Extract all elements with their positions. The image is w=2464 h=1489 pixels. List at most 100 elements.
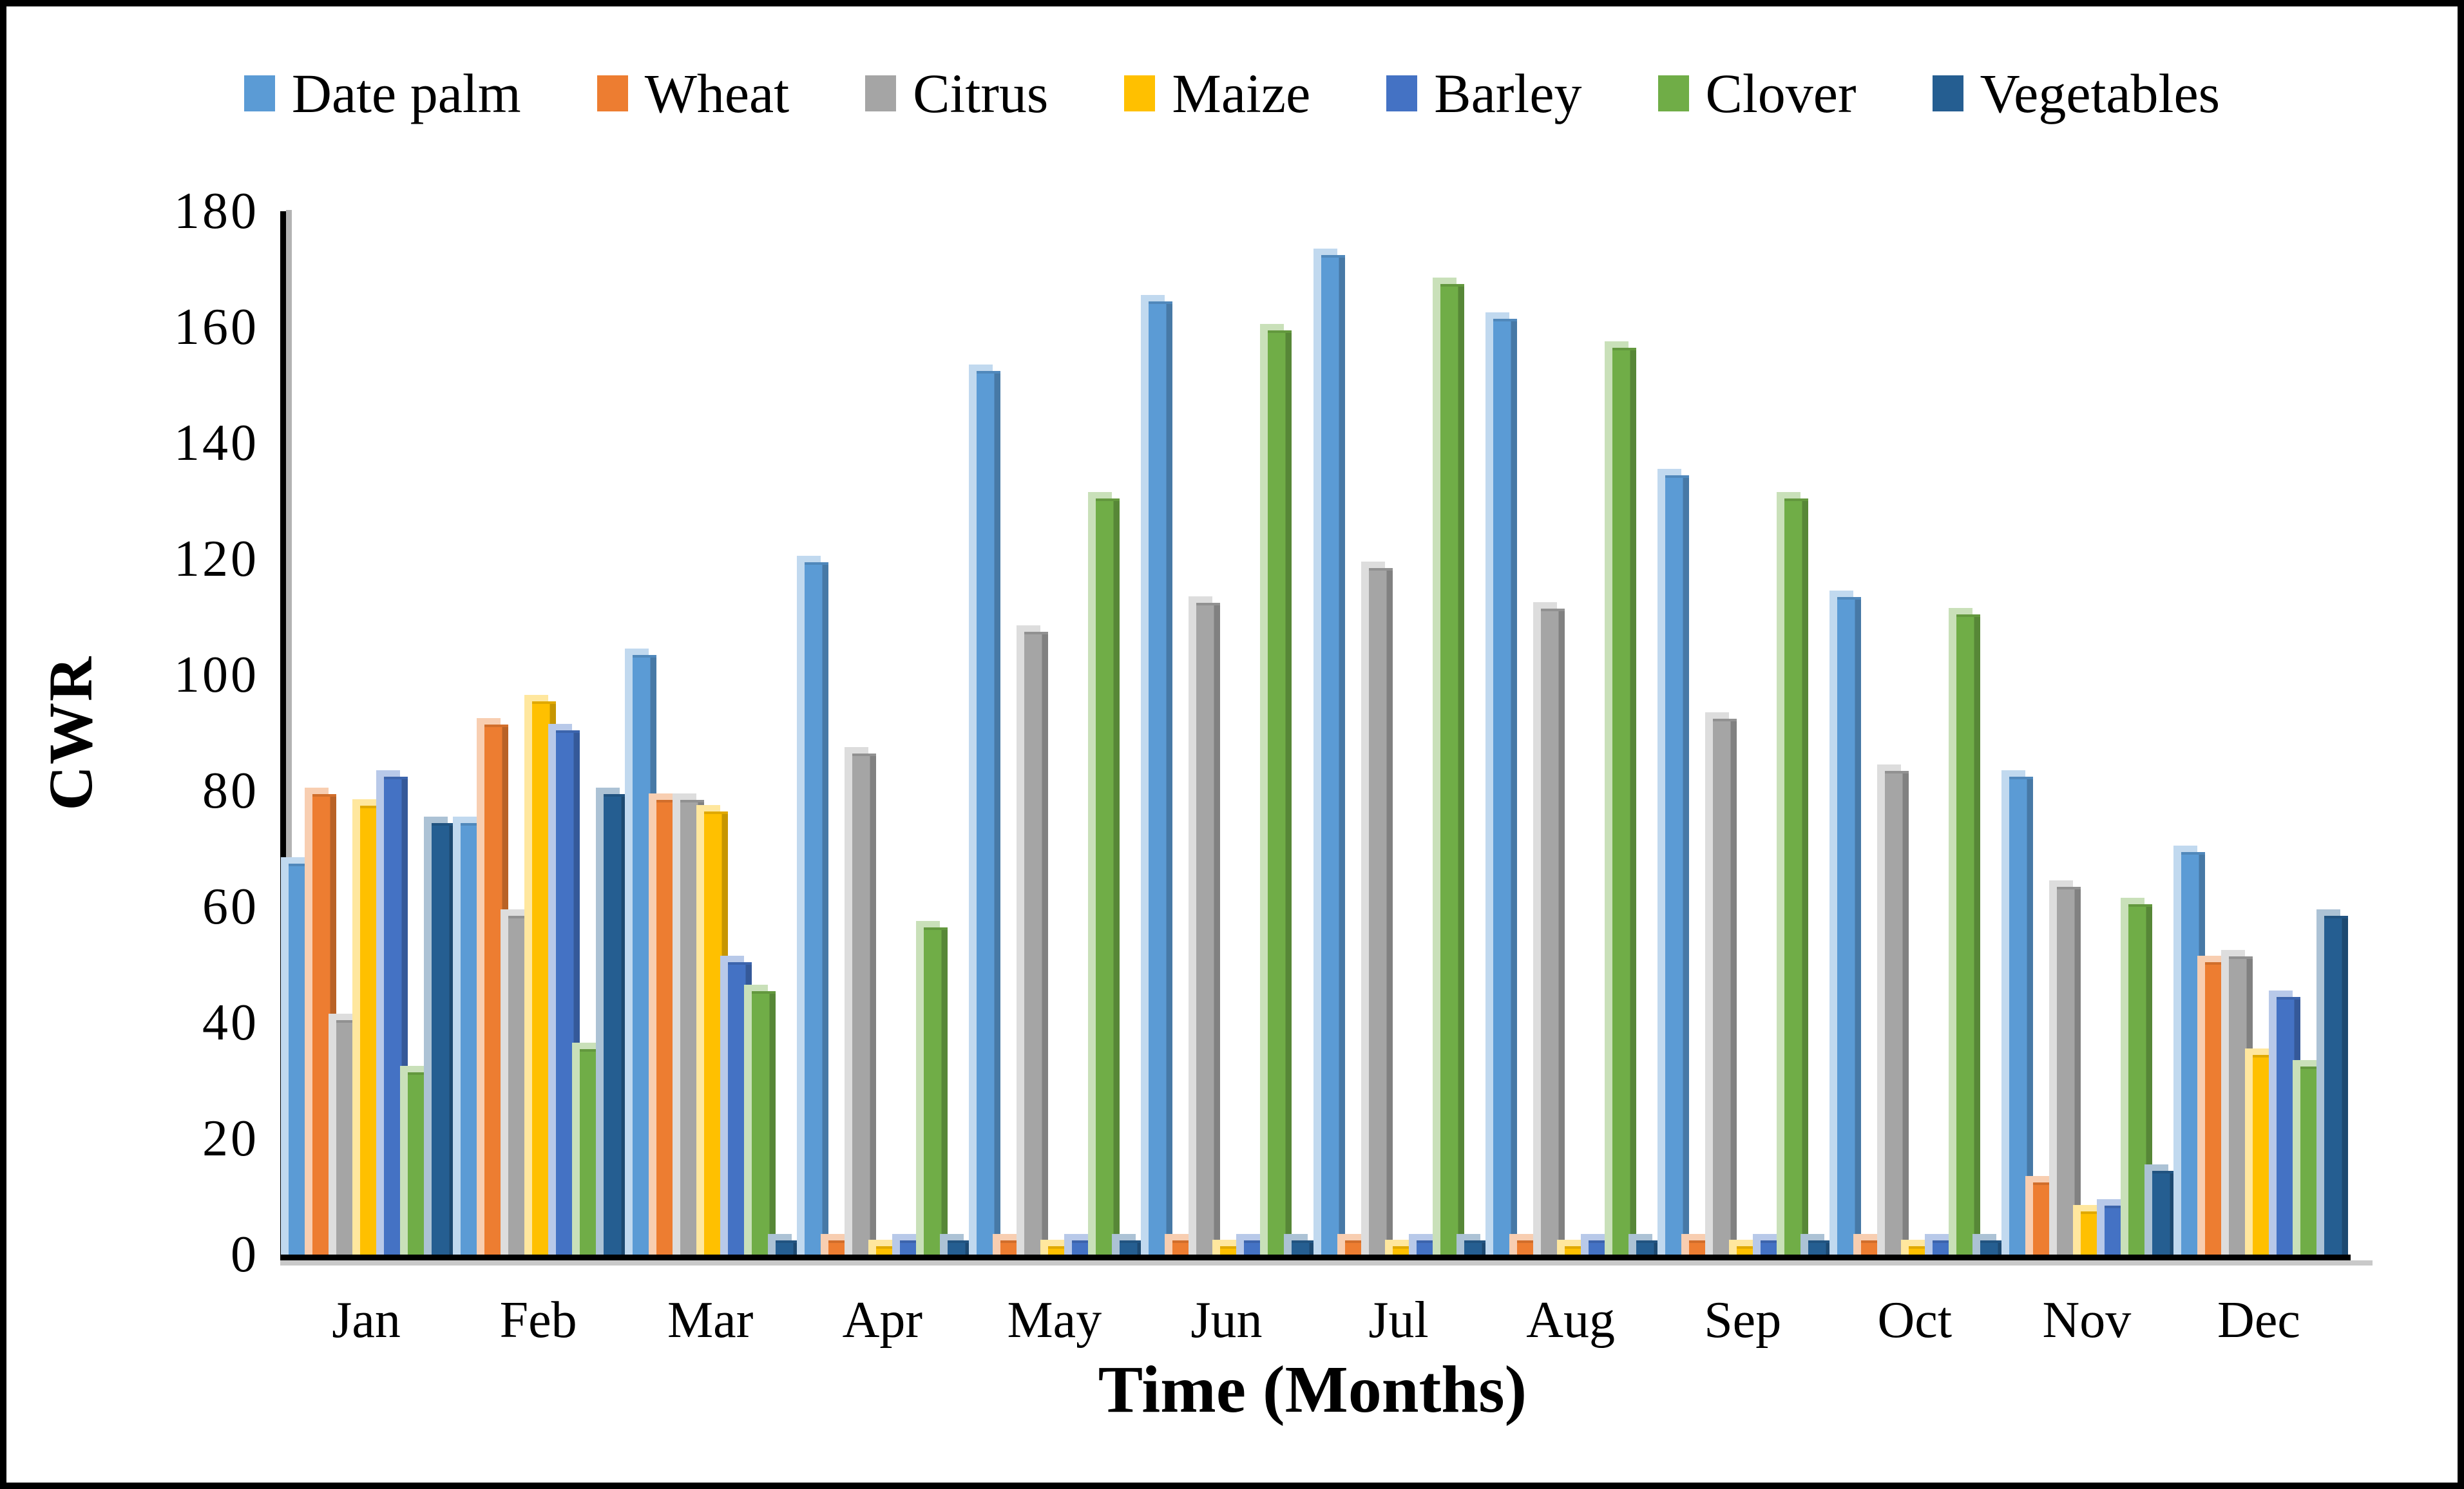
y-tick-label-180: 180 <box>174 183 259 240</box>
bar-face <box>1196 603 1221 1255</box>
bar-group-may <box>969 211 1146 1255</box>
bar-face <box>1024 632 1049 1255</box>
legend-label: Citrus <box>913 62 1049 124</box>
x-axis-title: Time (Months) <box>1098 1352 1527 1427</box>
bar-barley-jan <box>376 770 408 1255</box>
bar-group-dec <box>2173 211 2351 1255</box>
legend-item-date-palm: Date palm <box>244 66 521 121</box>
legend-item-barley: Barley <box>1386 62 1582 124</box>
x-category-label-apr: Apr <box>842 1292 922 1349</box>
bar-face <box>1149 301 1173 1255</box>
bar-face <box>2324 916 2348 1255</box>
x-category-label-may: May <box>1007 1292 1102 1349</box>
bar-group-jan <box>281 211 458 1255</box>
bar-date-palm-oct <box>1829 591 1861 1255</box>
bar-face <box>1368 568 1393 1255</box>
bar-face <box>1837 597 1861 1255</box>
legend-label: Maize <box>1172 62 1311 124</box>
bar-face <box>1980 1240 2004 1255</box>
bar-face <box>1464 1240 1488 1255</box>
bar-face <box>2152 1171 2176 1255</box>
x-category-label-nov: Nov <box>2042 1292 2132 1349</box>
bar-clover-oct <box>1948 608 1980 1255</box>
x-category-label-jul: Jul <box>1368 1292 1429 1349</box>
y-tick-label-160: 160 <box>174 299 259 356</box>
bar-vegetables-apr <box>940 1234 972 1255</box>
bar-face <box>1665 475 1689 1255</box>
legend-item-wheat: Wheat <box>597 66 789 121</box>
bar-group-jul <box>1313 211 1491 1255</box>
bar-face <box>2056 887 2081 1255</box>
bar-clover-aug <box>1604 341 1636 1255</box>
bar-face <box>776 1240 800 1255</box>
bar-group-jun <box>1141 211 1318 1255</box>
bar-date-palm-apr <box>797 556 829 1255</box>
bar-citrus-oct <box>1877 764 1909 1255</box>
bar-face <box>1120 1240 1144 1255</box>
bar-face <box>1956 614 1980 1255</box>
legend-swatch-citrus <box>865 75 897 111</box>
bar-citrus-may <box>1017 625 1049 1255</box>
bar-vegetables-jun <box>1284 1234 1316 1255</box>
legend-item-citrus: Citrus <box>865 66 1048 121</box>
x-category-label-sep: Sep <box>1704 1292 1782 1349</box>
legend-label: Wheat <box>644 62 790 124</box>
legend-label: Date palm <box>291 62 521 124</box>
x-category-label-aug: Aug <box>1526 1292 1615 1349</box>
bar-face <box>1268 330 1292 1255</box>
x-category-label-mar: Mar <box>667 1292 754 1349</box>
bar-citrus-apr <box>845 747 877 1255</box>
bar-wheat-sep <box>1681 1234 1713 1255</box>
legend-label: Vegetables <box>1980 62 2220 124</box>
bar-face <box>752 991 776 1255</box>
bar-date-palm-aug <box>1485 312 1517 1255</box>
x-category-label-jan: Jan <box>332 1292 401 1349</box>
y-tick-label-60: 60 <box>202 878 259 935</box>
bar-vegetables-sep <box>1800 1234 1832 1255</box>
bar-citrus-nov <box>2049 880 2081 1255</box>
bar-clover-may <box>1088 492 1120 1255</box>
bar-group-aug <box>1485 211 1663 1255</box>
y-tick-label-0: 0 <box>231 1226 259 1283</box>
bar-group-sep <box>1657 211 1835 1255</box>
bar-clover-mar <box>744 985 776 1255</box>
bar-vegetables-nov <box>2144 1164 2176 1255</box>
bar-face <box>1636 1240 1660 1255</box>
x-category-label-dec: Dec <box>2217 1292 2300 1349</box>
bar-date-palm-may <box>969 365 1001 1255</box>
bar-date-palm-jun <box>1141 295 1173 1255</box>
y-tick-label-80: 80 <box>202 763 259 819</box>
bar-face <box>948 1240 972 1255</box>
y-tick-label-140: 140 <box>174 415 259 471</box>
legend-item-clover: Clover <box>1657 62 1857 124</box>
chart-legend: Date palm Wheat Citrus Maize Barley Clover Veg… <box>6 66 2458 121</box>
bar-face <box>1321 255 1345 1255</box>
bar-wheat-feb <box>477 718 509 1255</box>
bar-face <box>1096 498 1120 1255</box>
y-tick-label-120: 120 <box>174 531 259 587</box>
bar-face <box>1493 319 1517 1255</box>
y-tick-label-100: 100 <box>174 647 259 703</box>
bar-vegetables-aug <box>1628 1234 1660 1255</box>
y-tick-label-40: 40 <box>202 994 259 1051</box>
y-tick-label-20: 20 <box>202 1110 259 1167</box>
bar-face <box>924 927 948 1255</box>
bar-face <box>1612 348 1636 1255</box>
y-axis-title: CWR <box>36 655 105 811</box>
legend-label: Barley <box>1434 62 1582 124</box>
bar-face <box>2009 777 2033 1255</box>
legend-swatch-barley <box>1386 75 1418 111</box>
bar-group-feb <box>453 211 630 1255</box>
bar-citrus-jun <box>1189 596 1221 1255</box>
plot-area <box>280 210 2373 1266</box>
legend-item-maize: Maize <box>1124 66 1310 121</box>
legend-swatch-clover <box>1657 75 1689 111</box>
bar-vegetables-mar <box>768 1234 800 1255</box>
bar-face <box>1784 498 1808 1255</box>
bar-group-apr <box>797 211 974 1255</box>
legend-label: Clover <box>1705 62 1857 124</box>
bar-face <box>604 794 628 1255</box>
bar-face <box>1884 771 1909 1255</box>
bar-face <box>1292 1240 1316 1255</box>
